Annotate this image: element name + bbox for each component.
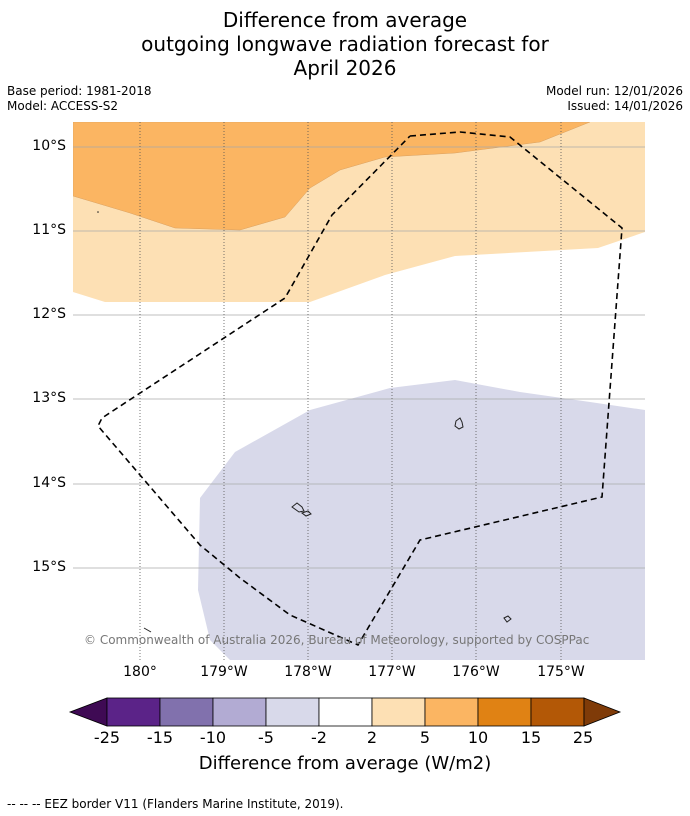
colorbar-tick-label: -25 xyxy=(93,728,121,747)
lat-label: 15°S xyxy=(32,559,66,575)
lat-gridlines xyxy=(73,146,645,569)
anomaly-region-orange xyxy=(73,122,591,231)
colorbar-tick-label: 2 xyxy=(366,728,378,747)
colorbar-title: Difference from average (W/m2) xyxy=(198,753,492,774)
colorbar-segment xyxy=(159,697,214,727)
island-outline xyxy=(300,510,312,517)
island-outline xyxy=(143,627,152,633)
island-outline xyxy=(454,417,464,430)
lon-label: 176°W xyxy=(452,664,500,680)
lon-label: 177°W xyxy=(368,664,416,680)
lat-label: 14°S xyxy=(32,475,66,491)
copyright-notice: © Commonwealth of Australia 2026, Bureau… xyxy=(84,633,590,647)
colorbar-extend-high xyxy=(583,697,622,727)
lat-label: 13°S xyxy=(32,390,66,406)
lon-label: 180° xyxy=(123,664,157,680)
colorbar-segment xyxy=(265,697,320,727)
colorbar-segment xyxy=(318,697,373,727)
base-period: Base period: 1981-2018 xyxy=(7,84,152,98)
colorbar-segment xyxy=(212,697,267,727)
issued-date: Issued: 14/01/2026 xyxy=(567,99,683,113)
colorbar xyxy=(68,697,622,727)
lon-label: 178°W xyxy=(284,664,332,680)
anomaly-region-lavender xyxy=(198,380,645,660)
colorbar-tick-label: 15 xyxy=(520,728,542,747)
colorbar-tick-label: -10 xyxy=(199,728,227,747)
title-line-3: April 2026 xyxy=(293,56,397,80)
lat-label: 10°S xyxy=(32,138,66,154)
title-line-2: outgoing longwave radiation forecast for xyxy=(141,32,549,56)
colorbar-tick-label: 10 xyxy=(467,728,489,747)
colorbar-tick-label: -2 xyxy=(311,728,327,747)
lon-label: 175°W xyxy=(537,664,585,680)
lat-label: 11°S xyxy=(32,222,66,238)
lat-label: 12°S xyxy=(32,306,66,322)
model-info: Base period: 1981-2018 Model: ACCESS-S2 xyxy=(7,84,152,114)
title-line-1: Difference from average xyxy=(222,8,468,32)
colorbar-segment xyxy=(477,697,532,727)
colorbar-segment xyxy=(424,697,479,727)
colorbar-tick-label: -5 xyxy=(258,728,274,747)
eez-legend: -- -- -- EEZ border V11 (Flanders Marine… xyxy=(7,797,344,811)
eez-border xyxy=(97,131,623,647)
colorbar-segment xyxy=(530,697,585,727)
lon-label: 179°W xyxy=(200,664,248,680)
island-outline xyxy=(503,615,512,623)
island-outline xyxy=(291,502,305,513)
colorbar-extend-low xyxy=(68,697,108,727)
colorbar-segment xyxy=(371,697,426,727)
chart-title: Difference from average outgoing longwav… xyxy=(0,8,690,80)
model-name: Model: ACCESS-S2 xyxy=(7,99,119,113)
island-dot xyxy=(97,211,99,213)
colorbar-segment xyxy=(106,697,161,727)
colorbar-tick-label: 5 xyxy=(419,728,431,747)
map-area xyxy=(73,122,645,660)
model-run: Model run: 12/01/2026 xyxy=(545,84,683,98)
run-info: Model run: 12/01/2026 Issued: 14/01/2026 xyxy=(546,84,683,114)
colorbar-tick-label: 25 xyxy=(572,728,594,747)
colorbar-tick-label: -15 xyxy=(146,728,174,747)
